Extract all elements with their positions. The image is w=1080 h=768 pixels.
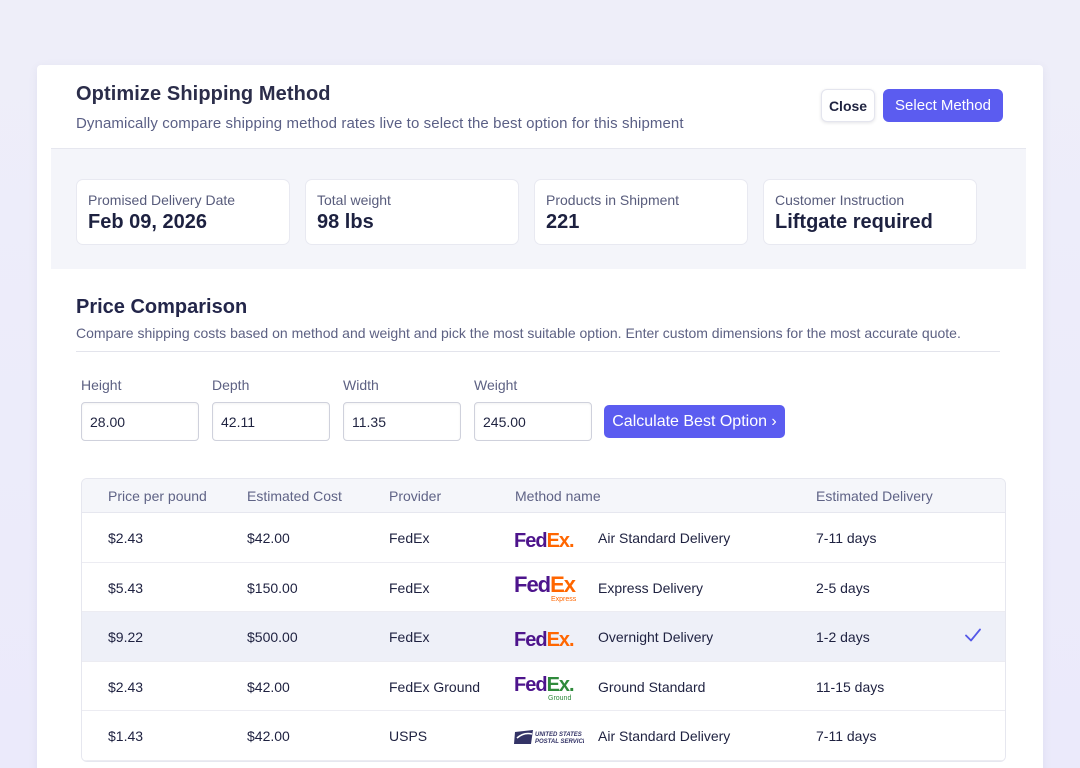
delivery-cell: 7-11 days [816,728,877,745]
weight-label: Weight [474,377,518,393]
width-label: Width [343,377,379,393]
provider-cell: FedEx [389,629,430,646]
cost-cell: $42.00 [247,728,290,745]
summary-card-customer-instruction: Customer Instruction Liftgate required [763,179,977,245]
summary-card-value: Liftgate required [775,211,933,233]
shipping-rates-table: Price per pound Estimated Cost Provider … [81,478,1006,762]
price-comparison-description: Compare shipping costs based on method a… [76,325,961,341]
calculate-best-option-button[interactable]: Calculate Best Option › [604,405,785,438]
provider-cell: FedEx [389,579,430,596]
optimize-shipping-modal: Optimize Shipping Method Dynamically com… [37,65,1043,768]
delivery-cell: 2-5 days [816,579,870,596]
svg-text:Ground: Ground [548,695,571,702]
table-header: Price per pound Estimated Cost Provider … [82,479,1005,513]
svg-text:Express: Express [551,596,577,603]
modal-subtitle: Dynamically compare shipping method rate… [76,115,684,132]
width-input[interactable] [343,402,461,441]
select-method-button[interactable]: Select Method [883,89,1003,122]
height-label: Height [81,377,122,393]
delivery-cell: 11-15 days [816,678,885,695]
summary-card-total-weight: Total weight 98 lbs [305,179,519,245]
usps-logo: UNITED STATES POSTAL SERVICE [514,730,584,745]
price-comparison-title: Price Comparison [76,296,248,318]
column-header-price: Price per pound [108,488,207,504]
depth-label: Depth [212,377,250,393]
summary-card-value: Feb 09, 2026 [88,211,207,233]
price-cell: $5.43 [108,579,144,596]
svg-text:FedEx.: FedEx. [514,530,574,552]
cost-cell: $150.00 [247,579,298,596]
column-header-delivery: Estimated Delivery [816,488,933,504]
section-divider [76,351,1000,352]
delivery-cell: 1-2 days [816,629,870,646]
summary-card-label: Customer Instruction [775,192,905,208]
column-header-provider: Provider [389,488,442,504]
price-cell: $2.43 [108,678,144,695]
summary-card-label: Products in Shipment [546,192,680,208]
method-cell: Ground Standard [598,678,706,695]
table-row[interactable]: $2.43 $42.00 FedEx FedEx. Air Standard D… [82,513,1005,563]
svg-text:POSTAL SERVICE: POSTAL SERVICE [535,739,584,745]
price-cell: $2.43 [108,530,144,546]
modal-header: Optimize Shipping Method Dynamically com… [76,83,684,132]
table-row-selected[interactable]: $9.22 $500.00 FedEx FedEx. Overnight Del… [82,612,1005,662]
summary-card-label: Promised Delivery Date [88,192,236,208]
method-cell: Express Delivery [598,579,704,596]
method-cell: Air Standard Delivery [598,530,731,546]
summary-card-value: 221 [546,211,580,233]
depth-input[interactable] [212,402,330,441]
price-cell: $9.22 [108,629,144,646]
fedex-ground-logo: FedEx. Ground [514,674,575,702]
fedex-logo: FedEx. [514,530,575,552]
weight-input[interactable] [474,402,592,441]
svg-text:FedEx: FedEx [514,572,577,597]
summary-card-label: Total weight [317,192,391,208]
summary-card-value: 98 lbs [317,211,374,233]
price-cell: $1.43 [108,728,144,745]
method-cell: Air Standard Delivery [598,728,731,745]
svg-text:FedEx.: FedEx. [514,674,574,696]
modal-title: Optimize Shipping Method [76,83,331,105]
method-cell: Overnight Delivery [598,629,714,646]
fedex-logo: FedEx. [514,629,575,651]
close-button[interactable]: Close [821,89,875,122]
provider-cell: USPS [389,728,428,745]
table-row[interactable]: $5.43 $150.00 FedEx FedEx Express Expres… [82,562,1005,613]
column-header-method: Method name [515,488,601,504]
table-row[interactable]: $2.43 $42.00 FedEx Ground FedEx. Ground … [82,661,1005,712]
check-icon [965,628,981,642]
column-header-cost: Estimated Cost [247,488,342,504]
delivery-cell: 7-11 days [816,530,877,546]
provider-cell: FedEx [389,530,430,546]
fedex-express-logo: FedEx Express [514,572,578,603]
table-row[interactable]: $1.43 $42.00 USPS UNITED STATES POSTAL S… [82,711,1005,761]
summary-card-delivery-date: Promised Delivery Date Feb 09, 2026 [76,179,290,245]
shipment-summary: Promised Delivery Date Feb 09, 2026 Tota… [51,148,1026,269]
svg-text:UNITED STATES: UNITED STATES [535,732,582,738]
cost-cell: $42.00 [247,678,290,695]
cost-cell: $42.00 [247,530,290,546]
provider-cell: FedEx Ground [389,678,481,695]
summary-card-products: Products in Shipment 221 [534,179,748,245]
svg-text:FedEx.: FedEx. [514,629,574,651]
cost-cell: $500.00 [247,629,298,646]
height-input[interactable] [81,402,199,441]
